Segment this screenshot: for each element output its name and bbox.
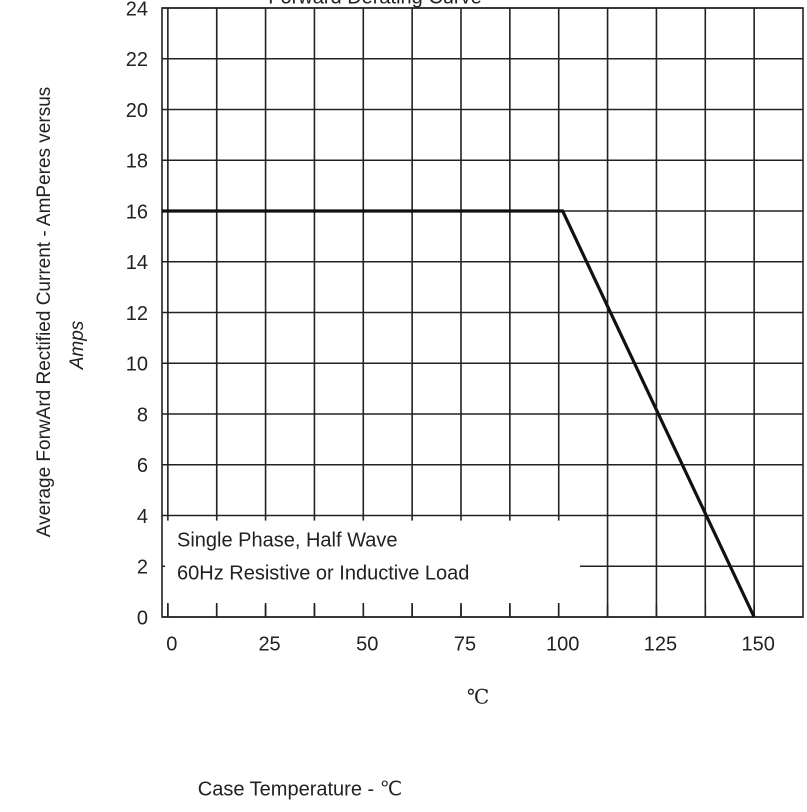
y-tick-label: 6 xyxy=(137,455,148,477)
y-tick-label: 18 xyxy=(126,151,148,173)
y-tick-label: 12 xyxy=(126,303,148,325)
x-unit-label: ℃ xyxy=(467,685,489,709)
x-tick-label: 75 xyxy=(454,633,476,655)
annotation: Single Phase, Half Wave xyxy=(177,529,397,551)
y-tick-label: 24 xyxy=(126,0,148,20)
chart-title: Forward Derating Curve xyxy=(268,0,481,8)
y-tick-label: 8 xyxy=(137,404,148,426)
y-tick-label: 14 xyxy=(126,252,148,274)
y-tick-label: 22 xyxy=(126,49,148,71)
y-tick-label: 4 xyxy=(137,506,148,528)
annotation: 60Hz Resistive or Inductive Load xyxy=(177,562,469,584)
x-tick-label: 0 xyxy=(166,633,177,655)
x-tick-label: 125 xyxy=(644,633,677,655)
y-tick-label: 10 xyxy=(126,354,148,376)
x-tick-label: 25 xyxy=(258,633,280,655)
y-tick-label: 20 xyxy=(126,100,148,122)
y-axis-label-line2: Amps xyxy=(67,320,88,370)
x-tick-label: 100 xyxy=(546,633,579,655)
x-tick-label: 150 xyxy=(741,633,774,655)
annotation-box xyxy=(165,520,580,603)
y-axis-label: Average ForwArd Rectified Current - AmPe… xyxy=(34,87,55,538)
y-tick-label: 16 xyxy=(126,201,148,223)
data-line xyxy=(162,209,756,618)
y-tick-label: 0 xyxy=(137,607,148,629)
x-tick-label: 50 xyxy=(356,633,378,655)
x-axis-label: Case Temperature - ℃ xyxy=(198,778,402,800)
y-tick-label: 2 xyxy=(137,557,148,579)
